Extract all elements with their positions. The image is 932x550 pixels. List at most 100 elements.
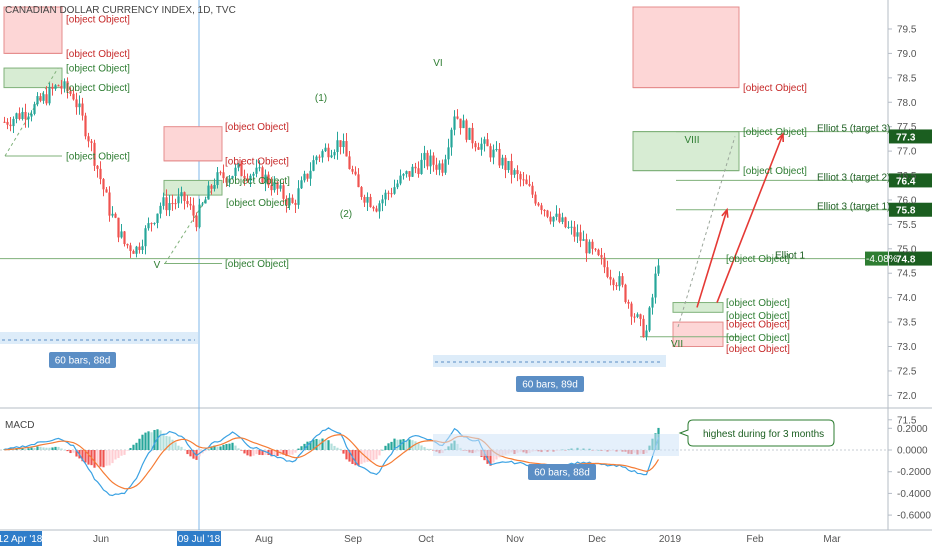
- candle-body: [270, 185, 273, 191]
- date-range-box: [433, 355, 666, 367]
- candle-body: [300, 180, 303, 189]
- candle-body: [81, 103, 84, 116]
- price-tag: [889, 173, 932, 188]
- candle-body: [105, 189, 108, 193]
- range-label-bg: [49, 352, 116, 368]
- macd-histogram-bar: [252, 450, 255, 456]
- chart-title: CANADIAN DOLLAR CURRENCY INDEX, 1D, TVC: [5, 5, 236, 16]
- candle-body: [492, 149, 495, 158]
- candle-body: [252, 173, 255, 176]
- candle-body: [612, 279, 615, 285]
- candle-body: [645, 330, 648, 337]
- macd-histogram-bar: [249, 450, 252, 457]
- target-label: Elliot 3 (target 1): [817, 202, 890, 213]
- macd-histogram-bar: [357, 450, 360, 466]
- candle-body: [363, 196, 366, 203]
- target-label: Elliot 5 (target 3): [817, 124, 890, 135]
- candle-body: [264, 174, 267, 183]
- projection-dash: [164, 180, 219, 264]
- candle-body: [42, 94, 45, 101]
- candle-body: [495, 148, 498, 150]
- macd-tick-label: 0.0000: [897, 446, 928, 457]
- macd-histogram-bar: [108, 450, 111, 466]
- candle-body: [375, 208, 378, 212]
- candle-body: [60, 86, 63, 89]
- level-label: [object Object]: [726, 311, 790, 322]
- candle-body: [303, 173, 306, 181]
- date-range-box: [0, 332, 198, 344]
- candle-body: [171, 203, 174, 205]
- candle-body: [183, 192, 186, 201]
- candle-body: [9, 124, 12, 127]
- macd-histogram-bar: [84, 450, 87, 463]
- macd-histogram-bar: [486, 450, 489, 464]
- macd-histogram-bar: [390, 441, 393, 450]
- range-label: 60 bars, 89d: [522, 380, 578, 391]
- macd-histogram-bar: [69, 450, 72, 454]
- macd-histogram-bar: [264, 450, 267, 455]
- macd-histogram-bar: [258, 450, 261, 455]
- macd-histogram-bar: [138, 438, 141, 450]
- candle-body: [369, 196, 372, 207]
- candle-body: [636, 314, 639, 317]
- macd-histogram-bar: [180, 446, 183, 450]
- macd-histogram-bar: [225, 444, 228, 450]
- candle-body: [63, 81, 66, 89]
- macd-histogram-bar: [168, 436, 171, 450]
- macd-histogram-bar: [207, 449, 210, 451]
- callout-box: [678, 419, 835, 447]
- candle-body: [522, 179, 525, 181]
- candle-body: [69, 91, 72, 94]
- candle-body: [456, 116, 459, 119]
- macd-histogram-bar: [321, 438, 324, 450]
- candle-body: [195, 215, 198, 228]
- macd-histogram-bar: [75, 450, 78, 457]
- candle-body: [585, 239, 588, 254]
- price-tick-label: 72.0: [897, 391, 917, 402]
- resistance-zone-right: [632, 6, 740, 89]
- candle-body: [516, 170, 519, 175]
- candle-body: [417, 168, 420, 175]
- macd-histogram-bar: [348, 450, 351, 462]
- wave-label: VIII: [684, 135, 699, 146]
- candle-body: [279, 185, 282, 189]
- candle-body: [204, 199, 207, 204]
- price-tick-label: 72.5: [897, 366, 917, 377]
- level-label: [object Object]: [226, 176, 290, 187]
- candle-body: [618, 276, 621, 287]
- candle-body: [117, 217, 120, 238]
- level-label: [object Object]: [726, 320, 790, 331]
- candle-body: [90, 141, 93, 143]
- macd-histogram-bar: [42, 447, 45, 450]
- candle-body: [261, 167, 264, 183]
- candle-body: [12, 118, 15, 127]
- candle-body: [393, 187, 396, 194]
- macd-histogram-bar: [243, 450, 246, 454]
- macd-histogram-bar: [18, 449, 21, 450]
- time-tick-label: Aug: [255, 534, 273, 545]
- candle-body: [72, 93, 75, 100]
- macd-histogram-bar: [99, 450, 102, 467]
- candle-body: [390, 193, 393, 195]
- level-label: [object Object]: [743, 166, 807, 177]
- level-label: [object Object]: [225, 122, 289, 133]
- candle-body: [642, 318, 645, 337]
- candle-body: [3, 121, 6, 123]
- candle-body: [462, 120, 465, 129]
- macd-histogram-bar: [330, 443, 333, 450]
- level-label: [object Object]: [726, 298, 790, 309]
- level-label: [object Object]: [726, 344, 790, 355]
- candle-body: [312, 160, 315, 171]
- macd-histogram-bar: [360, 450, 363, 464]
- candle-body: [525, 179, 528, 185]
- candle-body: [345, 141, 348, 157]
- candle-body: [579, 232, 582, 241]
- candle-body: [498, 148, 501, 166]
- candle-body: [426, 152, 429, 167]
- macd-histogram-bar: [426, 448, 429, 450]
- candle-body: [48, 86, 51, 104]
- candle-body: [432, 155, 435, 165]
- level-label: [object Object]: [743, 83, 807, 94]
- candle-body: [24, 111, 27, 120]
